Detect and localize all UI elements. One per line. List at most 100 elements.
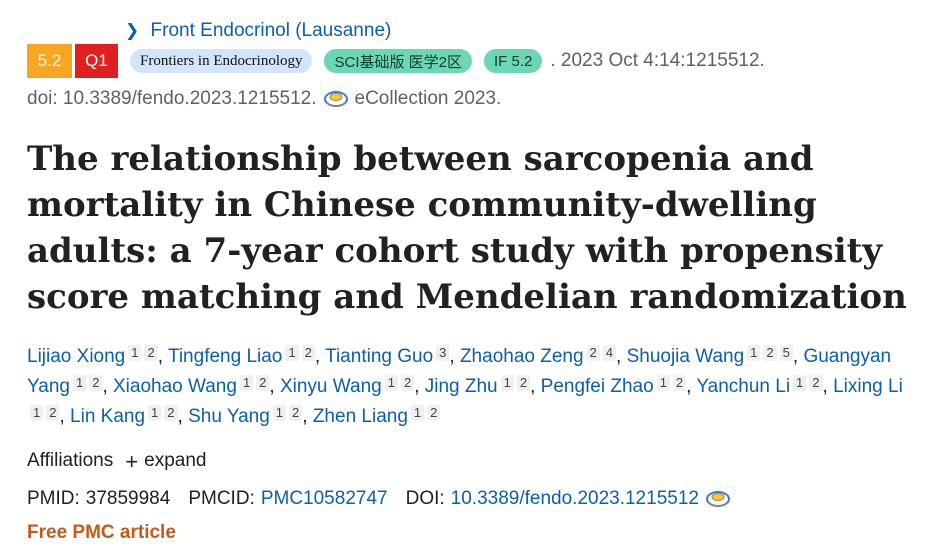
affiliation-number[interactable]: 1: [747, 345, 761, 361]
author-name-link[interactable]: Lixing Li: [833, 376, 903, 397]
affiliation-number[interactable]: 1: [793, 375, 807, 391]
author-separator: ,: [269, 376, 280, 397]
publication-date: . 2023 Oct 4:14:1215512.: [550, 50, 765, 71]
author-name-link[interactable]: Yanchun Li: [696, 376, 791, 397]
affiliation-number[interactable]: 1: [384, 375, 398, 391]
author-item: Lijiao Xiong 1 2: [27, 345, 158, 367]
affiliation-number[interactable]: 2: [301, 345, 315, 361]
author-item: Shuojia Wang 1 2 5: [626, 345, 793, 367]
affiliation-number[interactable]: 5: [779, 345, 793, 361]
author-name-link[interactable]: Tingfeng Liao: [167, 346, 283, 367]
expand-affiliations-button[interactable]: + expand: [125, 450, 206, 472]
affiliation-number[interactable]: 1: [148, 405, 162, 421]
author-item: Tianting Guo 3: [325, 345, 450, 367]
doi-link[interactable]: 10.3389/fendo.2023.1215512: [450, 488, 699, 509]
affiliation-number[interactable]: 1: [500, 375, 514, 391]
author-name-link[interactable]: Lijiao Xiong: [27, 346, 126, 367]
impact-factor-pill[interactable]: IF 5.2: [484, 49, 543, 73]
author-item: Yanchun Li 1 2: [696, 375, 823, 397]
author-item: Guangyan Yang 1 2: [27, 346, 891, 397]
author-separator: ,: [449, 346, 460, 367]
author-separator: ,: [822, 376, 834, 397]
author-item: Xinyu Wang 1 2: [279, 375, 415, 397]
author-item: Zhen Liang 1 2: [312, 405, 441, 427]
affiliations-row: Affiliations + expand: [27, 450, 206, 472]
affiliation-number[interactable]: 2: [400, 375, 415, 391]
author-name-link[interactable]: Shu Yang: [188, 406, 270, 427]
affiliation-number[interactable]: 1: [272, 405, 287, 421]
author-item: Shu Yang 1 2: [188, 405, 303, 427]
author-item: Pengfei Zhao 1 2: [540, 375, 687, 397]
affiliation-number[interactable]: 2: [516, 375, 531, 391]
author-name-link[interactable]: Zhen Liang: [312, 406, 408, 427]
journal-link[interactable]: Front Endocrinol (Lausanne): [150, 20, 392, 41]
pmcid-link[interactable]: PMC10582747: [260, 488, 388, 509]
doi-label: DOI:: [405, 488, 445, 509]
author-separator: ,: [302, 406, 313, 427]
affiliation-number[interactable]: 2: [672, 375, 687, 391]
author-separator: ,: [59, 406, 71, 427]
journal-name-pill[interactable]: Frontiers in Endocrinology: [130, 49, 313, 73]
expand-label: expand: [144, 450, 207, 471]
journal-link-row: ❯ Front Endocrinol (Lausanne): [125, 20, 391, 42]
free-pmc-article-link[interactable]: Free PMC article: [27, 522, 176, 543]
identifiers-row: PMID: 37859984 PMCID: PMC10582747 DOI: 1…: [27, 488, 737, 510]
affiliation-number[interactable]: 2: [809, 375, 823, 391]
author-name-link[interactable]: Zhaohao Zeng: [459, 346, 584, 367]
affiliation-number[interactable]: 1: [72, 375, 87, 391]
author-item: Xiaohao Wang 1 2: [113, 375, 270, 397]
affiliation-number[interactable]: 2: [46, 405, 60, 421]
author-separator: ,: [102, 376, 113, 397]
sci-category-pill[interactable]: SCI基础版 医学2区: [324, 49, 472, 73]
author-separator: ,: [530, 376, 541, 397]
affiliation-number[interactable]: 1: [30, 405, 44, 421]
author-item: Tingfeng Liao 1 2: [167, 345, 315, 367]
pmid-value: 37859984: [85, 488, 171, 509]
external-link-icon[interactable]: [705, 488, 731, 510]
affiliation-number[interactable]: 1: [239, 375, 254, 391]
author-separator: ,: [314, 346, 326, 367]
journal-badges: 5.2 Q1 Frontiers in Endocrinology SCI基础版…: [27, 44, 765, 78]
affiliation-number[interactable]: 2: [89, 375, 103, 391]
chevron-right-icon: ❯: [125, 21, 140, 40]
pmcid-label: PMCID:: [188, 488, 255, 509]
affiliation-number[interactable]: 2: [586, 345, 600, 361]
author-name-link[interactable]: Guangyan Yang: [27, 346, 892, 397]
author-separator: ,: [686, 376, 697, 397]
article-title: The relationship between sarcopenia and …: [27, 139, 907, 317]
affiliation-number[interactable]: 2: [144, 345, 158, 361]
affiliation-number[interactable]: 1: [285, 345, 299, 361]
affiliation-number[interactable]: 2: [164, 405, 178, 421]
ecollection-text: eCollection 2023.: [354, 88, 502, 109]
affiliation-number[interactable]: 1: [128, 345, 142, 361]
affiliations-label: Affiliations: [27, 450, 114, 471]
affiliation-number[interactable]: 4: [602, 345, 617, 361]
author-name-link[interactable]: Shuojia Wang: [626, 346, 745, 367]
author-name-link[interactable]: Lin Kang: [70, 406, 146, 427]
author-separator: ,: [157, 346, 168, 367]
author-name-link[interactable]: Xiaohao Wang: [113, 376, 237, 397]
pmid-label: PMID:: [27, 488, 80, 509]
external-link-icon[interactable]: [323, 88, 349, 110]
author-separator: ,: [792, 346, 804, 367]
affiliation-number[interactable]: 1: [656, 375, 670, 391]
plus-icon: +: [125, 448, 139, 474]
affiliation-number[interactable]: 2: [289, 405, 303, 421]
affiliation-number[interactable]: 1: [410, 405, 425, 421]
author-item: Zhaohao Zeng 2 4: [459, 345, 617, 367]
author-separator: ,: [616, 346, 627, 367]
affiliation-number[interactable]: 2: [427, 405, 441, 421]
doi-line: doi: 10.3389/fendo.2023.1215512. eCollec…: [27, 88, 501, 110]
author-name-link[interactable]: Jing Zhu: [424, 376, 498, 397]
author-item: Jing Zhu 1 2: [424, 375, 531, 397]
author-name-link[interactable]: Xinyu Wang: [279, 376, 382, 397]
author-name-link[interactable]: Tianting Guo: [325, 346, 434, 367]
author-name-link[interactable]: Pengfei Zhao: [540, 376, 654, 397]
affiliation-number[interactable]: 2: [763, 345, 777, 361]
affiliation-number[interactable]: 3: [436, 345, 450, 361]
impact-score-badge: 5.2: [27, 44, 72, 78]
affiliation-number[interactable]: 2: [256, 375, 270, 391]
author-item: Lin Kang 1 2: [70, 405, 178, 427]
author-item: Lixing Li1 2: [27, 376, 903, 427]
author-separator: ,: [414, 376, 425, 397]
